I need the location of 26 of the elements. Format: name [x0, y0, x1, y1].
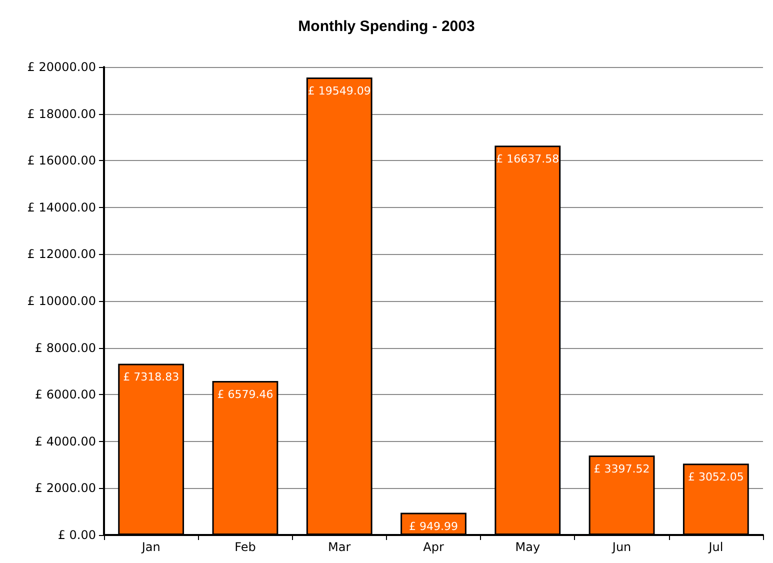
y-tick-label: £ 18000.00	[27, 106, 96, 121]
x-tick-label: Jun	[611, 540, 632, 554]
y-tick-label: £ 20000.00	[27, 60, 96, 74]
y-tick-label: £ 14000.00	[27, 200, 96, 214]
data-label: £ 7318.83	[123, 370, 180, 384]
y-tick-label: £ 2000.00	[34, 481, 96, 496]
y-tick-label: £ 4000.00	[34, 434, 96, 448]
x-tick-label: May	[515, 540, 540, 554]
data-label: £ 949.99	[409, 520, 458, 533]
data-label: £ 3397.52	[594, 462, 650, 476]
y-tick-label: £ 12000.00	[27, 247, 96, 262]
chart-title: Monthly Spending - 2003	[298, 18, 475, 35]
x-tick-label: Jan	[140, 540, 160, 554]
data-label: £ 19549.09	[308, 84, 371, 98]
y-tick-label: £ 10000.00	[27, 294, 96, 308]
y-tick-label: £ 8000.00	[34, 340, 96, 355]
data-label: £ 16637.58	[496, 152, 560, 166]
x-tick-label: Feb	[234, 540, 256, 554]
data-label: £ 6579.46	[217, 388, 274, 402]
y-tick-label: £ 6000.00	[34, 388, 96, 402]
y-tick-label: £ 0.00	[58, 528, 96, 542]
x-tick-label: Apr	[423, 540, 444, 554]
x-tick-label: Jul	[708, 540, 724, 554]
data-label: £ 3052.05	[688, 470, 744, 484]
x-tick-label: Mar	[328, 540, 351, 554]
y-tick-label: £ 16000.00	[27, 154, 96, 168]
